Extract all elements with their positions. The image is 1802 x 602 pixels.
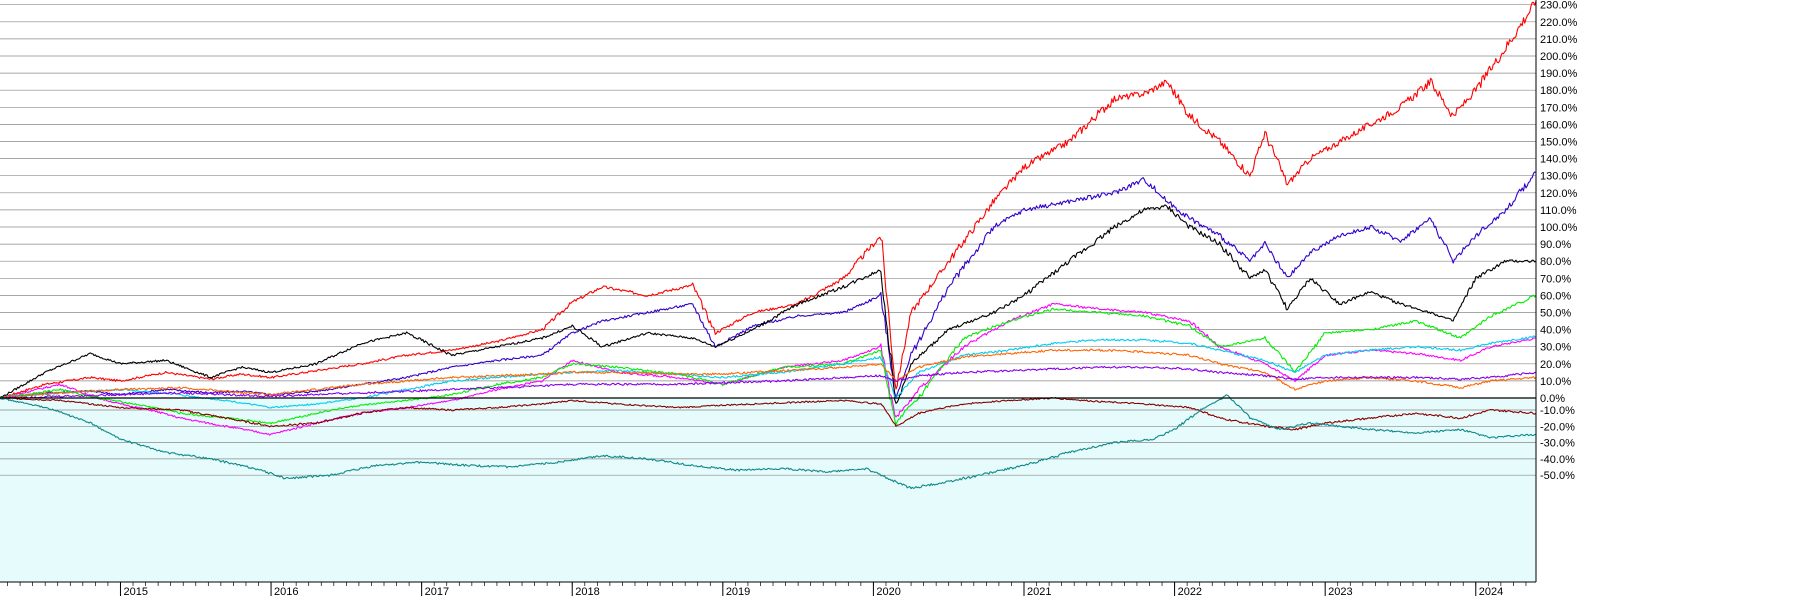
x-tick-label: 2021 (1027, 586, 1051, 597)
x-tick-label: 2019 (726, 586, 750, 597)
x-tick-label: 2018 (575, 586, 599, 597)
x-tick-label: 2017 (425, 586, 449, 597)
y-tick-label: 200.0% (1540, 51, 1578, 63)
y-tick-label: 190.0% (1540, 68, 1578, 80)
y-tick-label: 90.0% (1540, 239, 1571, 251)
x-tick-label: 2022 (1178, 586, 1202, 597)
y-tick-label: 10.0% (1540, 376, 1571, 388)
y-tick-label: 30.0% (1540, 342, 1571, 354)
gridlines (0, 4, 1536, 476)
x-tick-label: 2024 (1479, 586, 1503, 597)
x-tick-label: 2016 (274, 586, 298, 597)
series-lines (0, 1, 1537, 490)
y-tick-label: 70.0% (1540, 273, 1571, 285)
y-tick-label: 120.0% (1540, 188, 1578, 200)
y-tick-label: 140.0% (1540, 154, 1578, 166)
series-line (0, 1, 1537, 399)
y-tick-label: -50.0% (1540, 470, 1575, 482)
y-axis: -50.0% -40.0% -30.0% -20.0% -10.0%0.0% 10.0% 2… (1535, 0, 1578, 582)
y-tick-label: 150.0% (1540, 137, 1578, 149)
x-tick-label: 2023 (1328, 586, 1352, 597)
y-tick-label: 20.0% (1540, 359, 1571, 371)
y-tick-label: -30.0% (1540, 438, 1575, 450)
series-line (0, 171, 1537, 399)
y-tick-label: 210.0% (1540, 34, 1578, 46)
y-tick-label: -40.0% (1540, 454, 1575, 466)
y-tick-label: 130.0% (1540, 171, 1578, 183)
y-tick-label: -20.0% (1540, 421, 1575, 433)
y-tick-label: 100.0% (1540, 222, 1578, 234)
series-line (0, 396, 1537, 431)
y-tick-label: 220.0% (1540, 17, 1578, 29)
series-line (0, 365, 1536, 400)
y-tick-label: 0.0% (1540, 393, 1565, 405)
upper-plot-area (0, 0, 1536, 398)
series-line (0, 348, 1537, 400)
y-tick-label: -10.0% (1540, 405, 1575, 417)
series-line (0, 394, 1537, 490)
y-tick-label: 230.0% (1540, 0, 1578, 12)
y-tick-label: 50.0% (1540, 308, 1571, 320)
y-tick-label: 160.0% (1540, 119, 1578, 131)
series-line (0, 204, 1537, 404)
x-axis: 2015 2016 2017 2018 2019 2020 2021 2022 2023 2024 (0, 581, 1536, 598)
series-line (0, 335, 1536, 409)
series-line (0, 294, 1537, 426)
y-tick-label: 170.0% (1540, 102, 1578, 114)
y-tick-label: 40.0% (1540, 325, 1571, 337)
y-tick-label: 80.0% (1540, 256, 1571, 268)
x-tick-label: 2015 (123, 586, 147, 597)
y-tick-label: 110.0% (1540, 205, 1577, 217)
x-tick-label: 2020 (876, 586, 900, 597)
y-tick-label: 60.0% (1540, 290, 1571, 302)
y-tick-label: 180.0% (1540, 85, 1578, 97)
